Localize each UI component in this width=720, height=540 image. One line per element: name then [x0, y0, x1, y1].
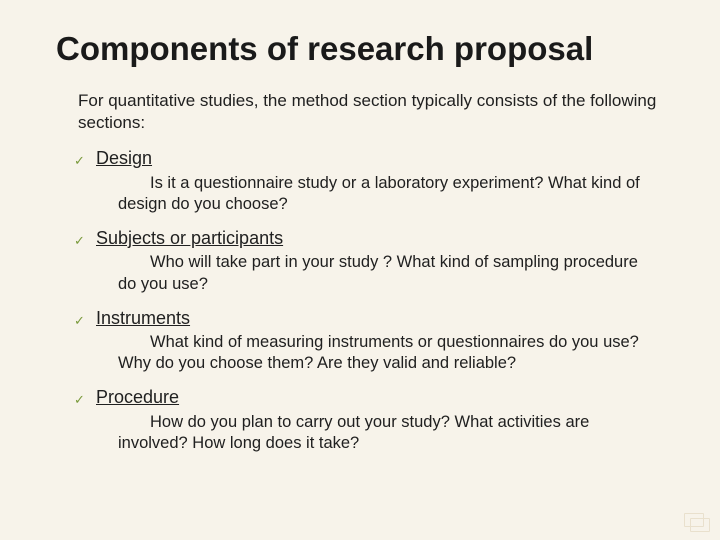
- list-item-head: ✓ Instruments: [74, 307, 672, 330]
- item-title: Procedure: [96, 386, 179, 409]
- item-description: What kind of measuring instruments or qu…: [118, 332, 652, 374]
- item-description: Who will take part in your study ? What …: [118, 252, 652, 294]
- list-item: ✓ Design Is it a questionnaire study or …: [74, 147, 672, 215]
- page-title: Components of research proposal: [56, 30, 672, 68]
- slide: Components of research proposal For quan…: [0, 0, 720, 540]
- check-icon: ✓: [74, 393, 86, 406]
- check-icon: ✓: [74, 154, 86, 167]
- list-item-head: ✓ Procedure: [74, 386, 672, 409]
- list-item: ✓ Instruments What kind of measuring ins…: [74, 307, 672, 375]
- decorative-corner: [680, 510, 710, 532]
- list-item: ✓ Subjects or participants Who will take…: [74, 227, 672, 295]
- list-item-head: ✓ Subjects or participants: [74, 227, 672, 250]
- intro-text: For quantitative studies, the method sec…: [78, 90, 672, 134]
- item-description: How do you plan to carry out your study?…: [118, 412, 652, 454]
- list-item-head: ✓ Design: [74, 147, 672, 170]
- list-item: ✓ Procedure How do you plan to carry out…: [74, 386, 672, 454]
- check-icon: ✓: [74, 234, 86, 247]
- item-title: Design: [96, 147, 152, 170]
- item-description: Is it a questionnaire study or a laborat…: [118, 173, 652, 215]
- item-title: Instruments: [96, 307, 190, 330]
- check-icon: ✓: [74, 314, 86, 327]
- item-title: Subjects or participants: [96, 227, 283, 250]
